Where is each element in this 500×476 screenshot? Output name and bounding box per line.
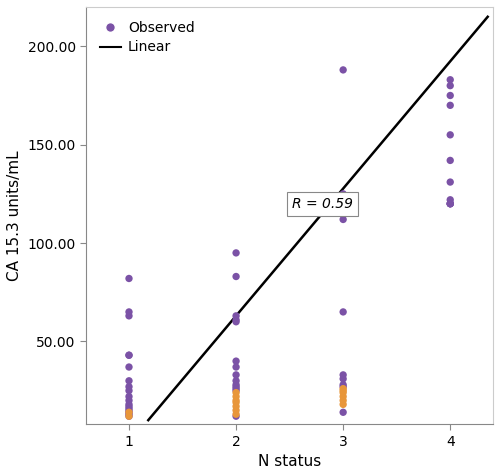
- Point: [339, 389, 347, 397]
- Point: [232, 363, 240, 371]
- Point: [232, 397, 240, 404]
- Point: [232, 318, 240, 326]
- X-axis label: N status: N status: [258, 454, 321, 469]
- Point: [339, 385, 347, 393]
- Point: [446, 200, 454, 208]
- Point: [125, 275, 133, 282]
- Point: [446, 200, 454, 208]
- Point: [446, 178, 454, 186]
- Point: [446, 76, 454, 84]
- Point: [446, 131, 454, 139]
- Point: [125, 412, 133, 420]
- Point: [339, 375, 347, 383]
- Point: [339, 383, 347, 390]
- Point: [339, 401, 347, 408]
- Point: [125, 363, 133, 371]
- Point: [232, 393, 240, 400]
- Point: [446, 200, 454, 208]
- Point: [339, 381, 347, 388]
- Point: [446, 200, 454, 208]
- Point: [125, 393, 133, 400]
- Point: [232, 385, 240, 393]
- Legend: Observed, Linear: Observed, Linear: [93, 14, 202, 61]
- Point: [125, 408, 133, 416]
- Point: [125, 308, 133, 316]
- Point: [232, 371, 240, 379]
- Point: [339, 196, 347, 204]
- Point: [125, 408, 133, 416]
- Point: [232, 249, 240, 257]
- Point: [232, 389, 240, 397]
- Point: [232, 387, 240, 395]
- Point: [446, 196, 454, 204]
- Point: [339, 397, 347, 404]
- Point: [125, 351, 133, 359]
- Point: [125, 397, 133, 404]
- Point: [339, 393, 347, 400]
- Point: [125, 351, 133, 359]
- Point: [446, 92, 454, 99]
- Point: [232, 273, 240, 280]
- Point: [339, 371, 347, 379]
- Point: [232, 312, 240, 320]
- Point: [339, 190, 347, 198]
- Text: R = 0.59: R = 0.59: [292, 197, 353, 211]
- Point: [446, 101, 454, 109]
- Point: [339, 387, 347, 395]
- Point: [232, 407, 240, 414]
- Point: [339, 210, 347, 218]
- Point: [125, 312, 133, 320]
- Point: [125, 410, 133, 418]
- Point: [125, 401, 133, 408]
- Point: [339, 216, 347, 223]
- Point: [232, 410, 240, 418]
- Point: [125, 403, 133, 410]
- Point: [232, 381, 240, 388]
- Point: [339, 66, 347, 74]
- Point: [125, 387, 133, 395]
- Point: [446, 82, 454, 89]
- Point: [232, 403, 240, 410]
- Point: [232, 316, 240, 324]
- Point: [446, 157, 454, 164]
- Point: [232, 412, 240, 420]
- Point: [232, 377, 240, 385]
- Point: [232, 357, 240, 365]
- Y-axis label: CA 15.3 units/mL: CA 15.3 units/mL: [7, 150, 22, 281]
- Point: [339, 408, 347, 416]
- Point: [339, 308, 347, 316]
- Point: [125, 412, 133, 420]
- Point: [125, 383, 133, 390]
- Point: [125, 407, 133, 414]
- Point: [232, 398, 240, 406]
- Point: [125, 405, 133, 412]
- Point: [125, 377, 133, 385]
- Point: [232, 383, 240, 390]
